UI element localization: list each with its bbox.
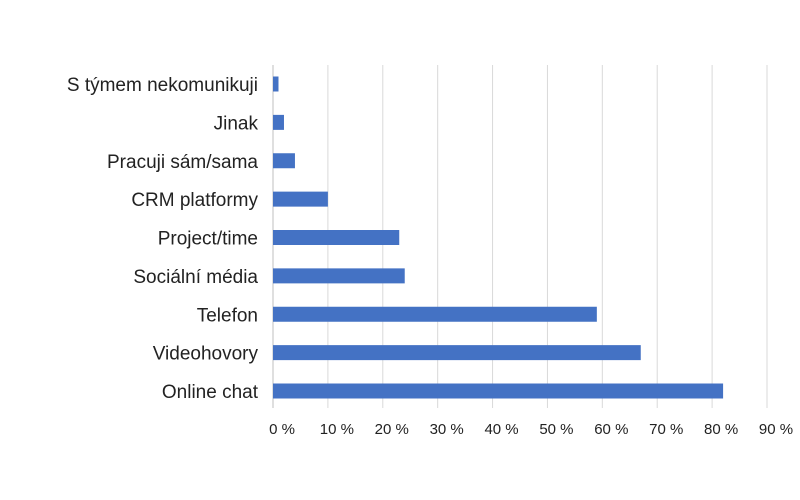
x-tick-label: 40 % xyxy=(484,421,518,438)
category-label: Pracuji sám/sama xyxy=(107,152,258,173)
category-label: Online chat xyxy=(162,382,259,403)
category-label: CRM platformy xyxy=(131,190,258,211)
category-label: S týmem nekomunikuji xyxy=(67,75,258,96)
category-label: Jinak xyxy=(214,113,259,134)
bars xyxy=(273,76,724,399)
x-tick-label: 50 % xyxy=(539,421,573,438)
bar xyxy=(273,114,284,130)
bar xyxy=(273,306,597,322)
bar xyxy=(273,345,641,361)
x-tick-label: 90 % xyxy=(759,421,793,438)
x-tick-label: 30 % xyxy=(430,421,464,438)
x-tick-label: 0 % xyxy=(269,421,295,438)
category-label: Videohovory xyxy=(153,344,259,365)
category-label: Sociální média xyxy=(133,267,258,288)
bar xyxy=(273,191,328,207)
x-tick-label: 60 % xyxy=(594,421,628,438)
bar xyxy=(273,268,405,284)
x-tick-label: 70 % xyxy=(649,421,683,438)
category-label: Project/time xyxy=(158,229,258,250)
x-tick-label: 10 % xyxy=(320,421,354,438)
x-tick-label: 20 % xyxy=(375,421,409,438)
bar xyxy=(273,230,400,245)
gridlines xyxy=(272,65,768,408)
category-labels: S týmem nekomunikuji Jinak Pracuji sám/sam… xyxy=(67,75,259,403)
category-label: Telefon xyxy=(197,305,258,326)
bar xyxy=(273,76,279,92)
bar xyxy=(273,153,295,169)
x-tick-labels: 0 % 10 % 20 % 30 % 40 % 50 % 60 % 70 % 80 % 90 % xyxy=(269,421,793,438)
bar xyxy=(273,383,724,399)
x-tick-label: 80 % xyxy=(704,421,738,438)
